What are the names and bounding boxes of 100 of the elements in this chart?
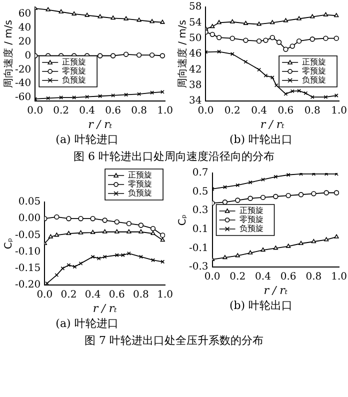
- x-axis-title: r / rₜ: [92, 302, 118, 315]
- point: [97, 53, 103, 58]
- y-tick-label: 50: [188, 32, 202, 44]
- x-tick-label: 0.2: [224, 106, 240, 117]
- legend-label: 正预旋: [128, 170, 152, 180]
- point: [136, 52, 142, 58]
- point: [90, 216, 96, 222]
- text: (a) 叶轮进口: [54, 132, 120, 148]
- x-tick-label: 0.0: [27, 106, 44, 117]
- point: [72, 11, 76, 16]
- legend-label: 负预旋: [239, 224, 264, 234]
- y-axis-title: 周向速度 / m/s: [176, 20, 189, 88]
- y-tick-label: 0.7: [192, 168, 208, 179]
- y-tick-label: -0.20: [14, 280, 41, 291]
- point: [283, 18, 288, 22]
- point: [235, 253, 240, 258]
- y-tick-label: 0.3: [192, 205, 208, 216]
- x-tick-label: 0.6: [280, 272, 296, 283]
- x-tick-label: 0.8: [131, 106, 148, 117]
- x-tick-label: 0.8: [304, 106, 320, 117]
- x-tick-label: 0.2: [53, 106, 70, 117]
- y-tick-label: 38: [188, 80, 202, 91]
- point: [222, 200, 228, 205]
- point: [286, 192, 291, 198]
- point: [48, 234, 53, 238]
- point: [150, 19, 154, 24]
- point: [138, 229, 144, 234]
- point: [136, 18, 142, 22]
- point: [261, 178, 265, 182]
- point: [311, 239, 316, 244]
- point: [126, 252, 131, 256]
- point: [324, 237, 329, 242]
- legend-label: 零预旋: [62, 66, 86, 76]
- point: [160, 53, 166, 58]
- point: [243, 38, 248, 43]
- point: [310, 14, 315, 18]
- y-tick-label: 0.5: [192, 186, 208, 198]
- point: [230, 36, 235, 41]
- x-tick-label: 0.2: [230, 272, 246, 283]
- point: [299, 173, 303, 176]
- point: [276, 40, 282, 45]
- y-tick-label: 0: [24, 50, 32, 62]
- x-tick-label: 0.4: [251, 106, 268, 117]
- point: [298, 192, 304, 198]
- point: [114, 253, 119, 258]
- point: [270, 34, 275, 40]
- point: [54, 232, 59, 237]
- legend-label: 负预旋: [302, 75, 326, 84]
- x-tick-label: 0.0: [198, 106, 214, 117]
- y-tick-label: -0.15: [14, 262, 41, 274]
- y-axis-title: Cₚ: [178, 214, 189, 226]
- point: [296, 16, 302, 20]
- point: [244, 60, 248, 64]
- point: [114, 229, 120, 234]
- y-axis-title: 周向速度 / m/s: [2, 20, 15, 88]
- legend-label: 正预旋: [302, 57, 326, 66]
- point: [230, 19, 235, 24]
- x-tick-label: 0.8: [133, 290, 149, 301]
- point: [111, 93, 116, 98]
- point: [102, 254, 107, 259]
- point: [310, 36, 315, 42]
- point: [138, 222, 144, 228]
- x-tick-label: 0.4: [84, 290, 101, 301]
- point: [334, 234, 339, 238]
- x-tick-label: 0.0: [36, 290, 53, 301]
- point: [126, 220, 132, 226]
- point: [304, 91, 308, 96]
- x-tick-label: 0.0: [204, 272, 220, 283]
- y-tick-label: -0.1: [188, 242, 208, 254]
- text: (a) 叶轮进口: [54, 316, 120, 332]
- y-tick-label: 54: [188, 17, 202, 28]
- point: [273, 246, 278, 250]
- point: [210, 32, 215, 38]
- point: [160, 238, 165, 242]
- text: (b) 叶轮出口: [228, 132, 294, 148]
- point: [274, 83, 278, 88]
- point: [58, 9, 64, 14]
- point: [243, 20, 248, 25]
- y-tick-label: 20: [18, 36, 32, 48]
- x-tick-label: 0.2: [60, 290, 77, 301]
- point: [311, 191, 316, 196]
- legend-label: 负预旋: [62, 75, 86, 84]
- point: [334, 13, 339, 18]
- point: [78, 216, 84, 222]
- point: [114, 219, 120, 225]
- point: [298, 240, 304, 245]
- point: [260, 194, 266, 200]
- point: [72, 264, 77, 269]
- caption: 图 7 叶轮进出口处全压升系数的分布: [84, 333, 264, 349]
- point: [98, 14, 102, 18]
- y-tick-label: -60: [14, 92, 32, 104]
- point: [150, 226, 156, 232]
- point: [66, 216, 72, 222]
- legend-label: 正预旋: [62, 57, 86, 66]
- point: [334, 190, 340, 196]
- point: [248, 250, 253, 254]
- point: [273, 194, 278, 200]
- point: [137, 92, 142, 96]
- x-tick-label: 0.6: [278, 106, 294, 117]
- x-tick-label: 1.0: [331, 106, 347, 117]
